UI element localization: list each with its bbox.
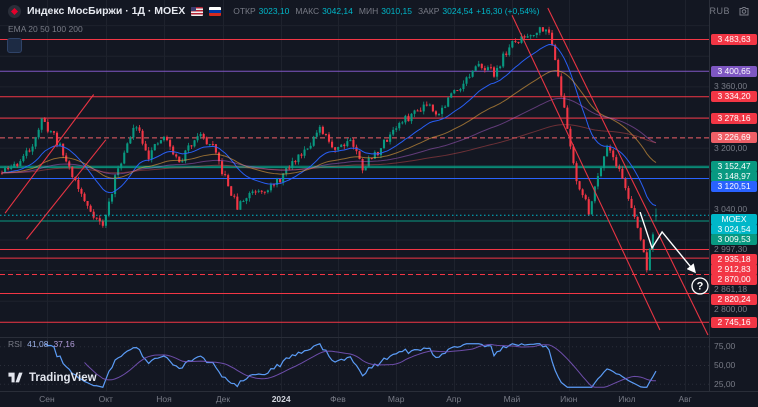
price-axis-tick: 2 800,00 (714, 303, 748, 314)
forecast-arrow[interactable] (639, 211, 696, 274)
time-axis-label: Апр (446, 394, 462, 404)
axis-corner (710, 391, 758, 407)
ema-lines-layer (1, 44, 657, 207)
price-axis-tag: 3 148,97 (711, 170, 757, 182)
question-mark-annotation[interactable]: ? (691, 277, 709, 295)
price-axis-tag: 3 278,16 (711, 112, 757, 124)
rsi-label: RSI (8, 339, 23, 349)
symbol-title[interactable]: Индекс МосБиржи · 1Д · MOEX (27, 5, 186, 17)
ema-line (1, 44, 657, 207)
time-axis[interactable]: Сен Окт Ноя Дек 2024 Фев Мар Апр Май Июн Июл Авг (0, 391, 710, 407)
chart-widget-button[interactable] (7, 38, 22, 53)
levels-layer (0, 39, 710, 323)
flag-icon-us (191, 6, 204, 16)
time-axis-label: Сен (39, 394, 55, 404)
symbol-logo-icon[interactable] (8, 4, 21, 18)
time-axis-label: Окт (98, 394, 113, 404)
camera-snapshot-icon[interactable] (738, 5, 750, 17)
price-axis-tag: MOEX (711, 213, 757, 225)
ohlc-readout: ОТКР 3023,10 МАКС 3042,14 МИН 3010,15 ЗА… (227, 6, 539, 16)
change-value: +16,30 (+0,54%) (476, 6, 540, 16)
price-axis-tag: 2 870,00 (711, 273, 757, 285)
price-axis-tag: 3 334,20 (711, 91, 757, 103)
flag-icon-ru (209, 6, 222, 16)
trendlines-layer (4, 7, 709, 336)
price-axis-tag: 2 745,16 (711, 316, 757, 328)
price-axis-tag: 2 820,24 (711, 293, 757, 305)
rsi-axis-tick: 75,00 (714, 341, 736, 352)
price-axis-tag: 3 009,53 (711, 233, 757, 245)
ema-legend[interactable]: EMA 20 50 100 200 (8, 24, 83, 34)
low-value: 3010,15 (381, 6, 412, 16)
chart-header-toolbar: Индекс МосБиржи · 1Д · MOEX ОТКР 3023,10… (0, 0, 758, 22)
time-axis-label: Июл (618, 394, 636, 404)
rsi-legend[interactable]: RSI 41,08 37,16 (8, 339, 75, 349)
time-axis-label: Июн (560, 394, 578, 404)
price-axis-tick: 3 040,00 (714, 203, 748, 214)
trend-line[interactable] (547, 7, 709, 336)
high-label: МАКС (295, 6, 320, 16)
price-axis-tag: 3 226,69 (711, 132, 757, 144)
open-label: ОТКР (233, 6, 256, 16)
price-axis-tick: 3 360,00 (714, 81, 748, 92)
open-value: 3023,10 (258, 6, 290, 16)
price-axis-tick: 3 200,00 (714, 142, 748, 153)
low-label: МИН (358, 6, 379, 16)
currency-label[interactable]: RUB (709, 6, 730, 16)
price-axis-tick: 2 997,30 (714, 243, 748, 254)
toolbar-right-group: RUB (709, 5, 750, 17)
price-axis[interactable]: 3 483,63 3 400,65 3 360,00 3 334,20 3 278,16… (709, 0, 758, 392)
price-axis-tick: 2 861,18 (714, 283, 748, 294)
moex-diamond-icon (10, 7, 19, 15)
tradingview-logo-icon (8, 372, 23, 383)
time-axis-label: 2024 (271, 394, 291, 404)
time-axis-label: Ноя (156, 394, 172, 404)
svg-text:?: ? (697, 280, 704, 292)
rsi-value-2: 37,16 (53, 339, 75, 349)
rsi-ma-line (84, 343, 656, 388)
close-label: ЗАКР (417, 6, 440, 16)
ema-line (1, 70, 657, 179)
trend-line[interactable] (511, 15, 661, 331)
ema-line (1, 97, 657, 175)
rsi-axis-tick: 50,00 (714, 360, 736, 370)
rsi-pane-layer (0, 343, 710, 388)
price-axis-tag: 3 120,51 (711, 180, 757, 192)
high-value: 3042,14 (322, 6, 353, 16)
time-axis-label: Дек (215, 394, 231, 404)
trend-line[interactable] (4, 94, 95, 214)
price-axis-tag: 2 935,18 (711, 253, 757, 265)
time-axis-label: Мар (387, 394, 405, 404)
time-axis-label: Май (503, 394, 521, 404)
price-axis-tag: 2 912,83 (711, 263, 757, 275)
tradingview-logo-text: TradingView (29, 371, 97, 384)
candles-layer (0, 26, 658, 273)
price-axis-tag: 3 483,63 (711, 34, 757, 45)
price-axis-tag: 3 400,65 (711, 65, 757, 77)
rsi-axis-tick: 25,00 (714, 378, 736, 389)
price-axis-tag: 3 024,54 (711, 223, 757, 235)
rsi-value-1: 41,08 (27, 339, 49, 349)
trend-line[interactable] (26, 139, 107, 240)
grid-layer (0, 0, 710, 392)
rsi-line (44, 343, 657, 388)
time-axis-label: Авг (678, 394, 692, 404)
tradingview-logo[interactable]: TradingView (8, 371, 97, 384)
ema-line (1, 124, 657, 174)
time-axis-label: Фев (330, 394, 346, 404)
price-axis-tag: 3 152,47 (711, 160, 757, 172)
close-value: 3024,54 (442, 6, 474, 16)
